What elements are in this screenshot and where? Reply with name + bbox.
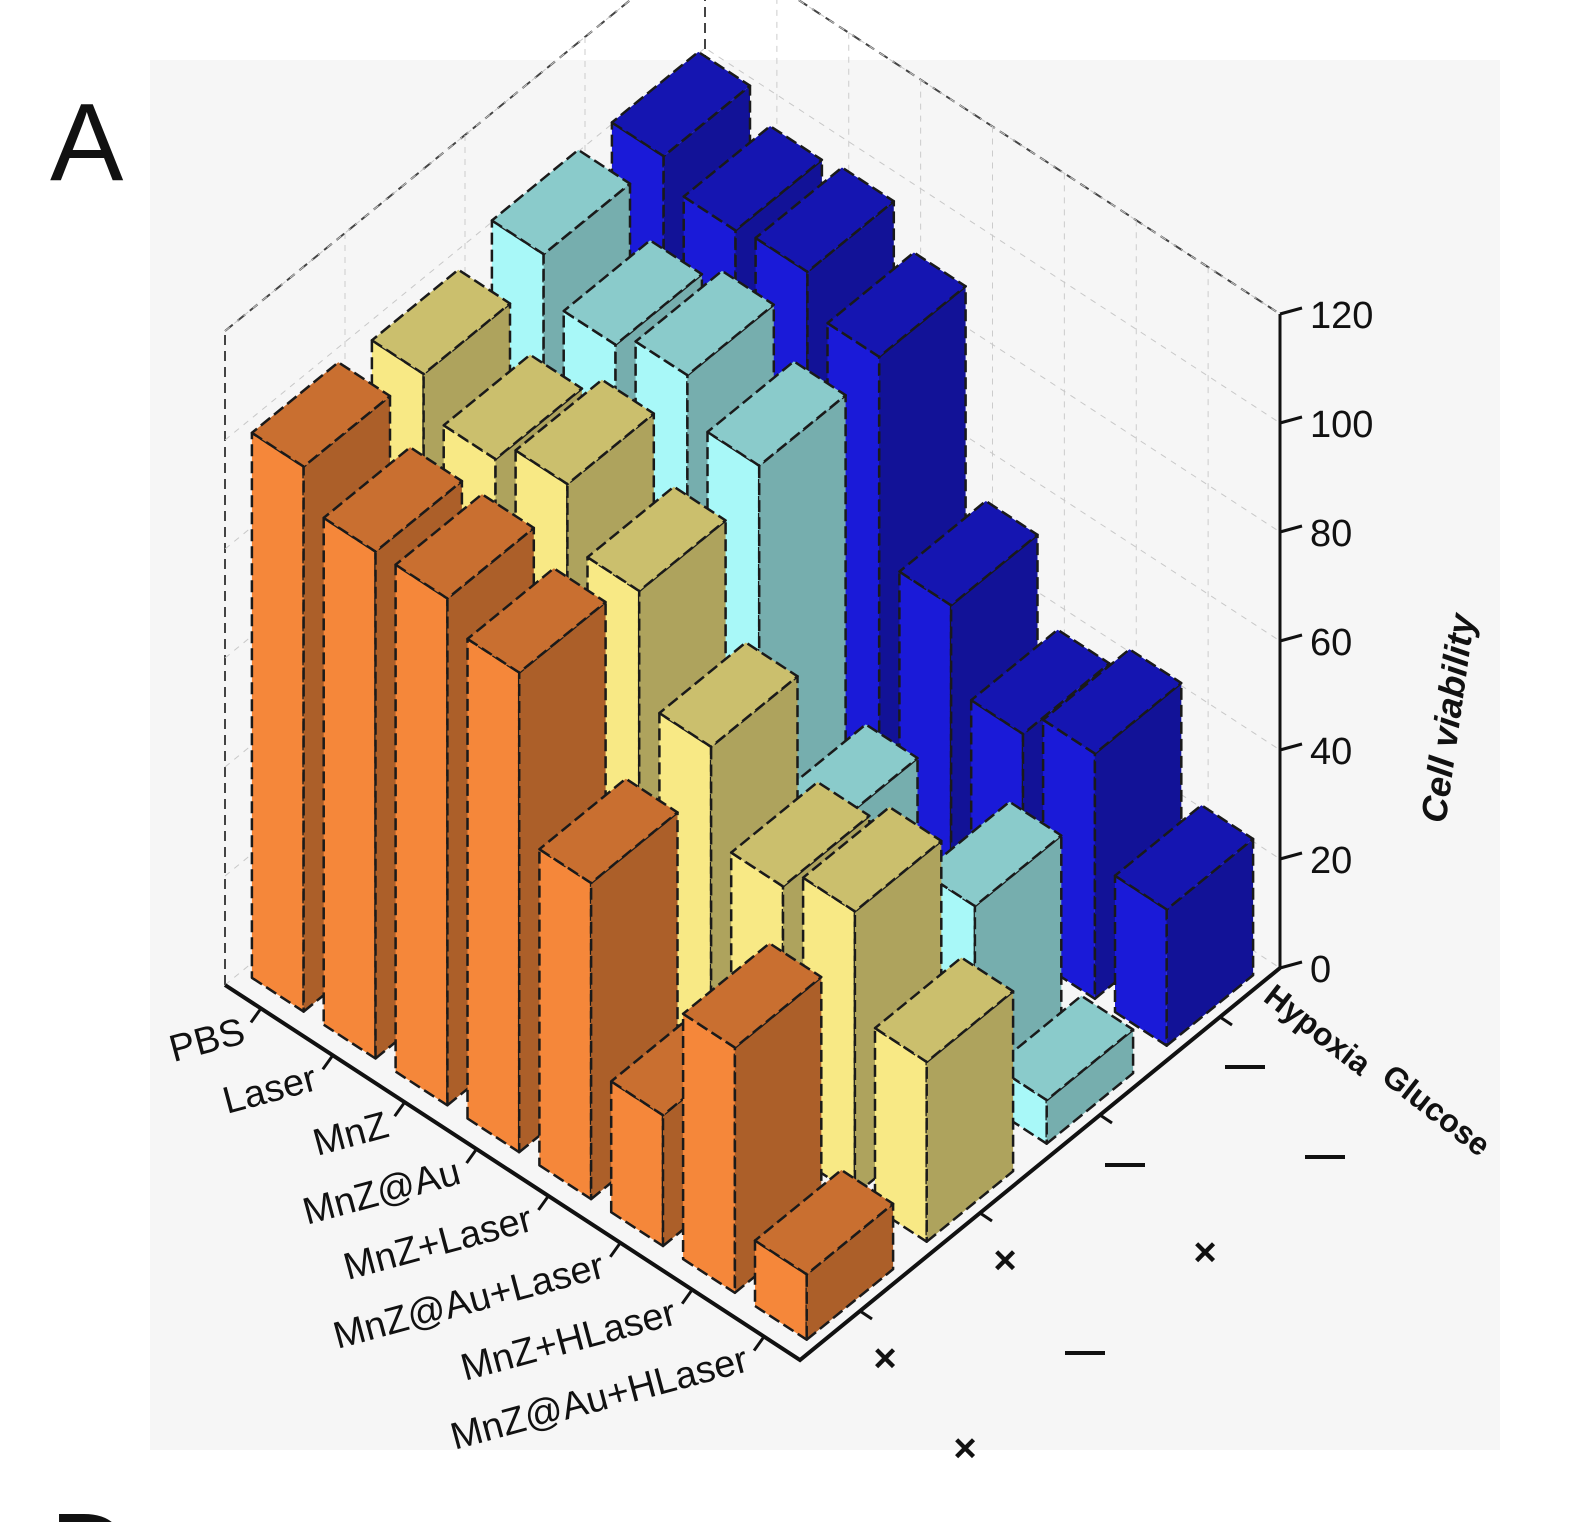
next-panel-label: D [50,1491,129,1522]
y-tick [1279,960,1303,970]
y-tick [1279,742,1303,752]
z-tick-label: × [1193,1231,1216,1275]
bar-top [586,485,727,593]
x-tick [680,1288,694,1305]
y-tick-label: 60 [1310,622,1352,664]
y-tick [1279,633,1303,643]
bar-top [682,124,824,232]
bar-top [921,800,1063,908]
bar-top [490,148,632,256]
bar-front [681,1012,737,1295]
bar-front [250,431,305,1013]
bar-top [442,353,584,461]
y-tick-label: 40 [1310,731,1352,773]
x-tick [752,1335,766,1352]
bar-top [394,492,536,600]
bar-top [370,268,512,376]
z-tick-label: — [1305,1133,1345,1177]
bar-top [538,777,679,885]
x-tick [609,1241,622,1258]
z-tick-label: × [993,1239,1016,1283]
x-tick [393,1101,406,1118]
y-tick [1279,524,1303,534]
bar-top [754,166,896,274]
bar-top [753,1168,895,1276]
floor-axis [223,966,1282,1363]
bar-top [681,942,823,1049]
x-tick [537,1195,550,1211]
panel-label: A [50,81,124,204]
bar-top [706,360,847,467]
bar-top [562,239,704,346]
bar-top [898,499,1039,607]
y-tick-label: 80 [1310,513,1352,555]
z-tick [1099,1113,1113,1125]
bar-front [322,516,377,1060]
y-tick-label: 0 [1310,949,1331,991]
z-tick-label: — [1065,1329,1105,1373]
z-tick-label: × [953,1427,976,1471]
bar-front [394,563,449,1107]
y-tick-label: 100 [1310,404,1373,446]
z-tick [979,1211,993,1223]
y-tick [1279,851,1303,861]
bar-top [873,956,1015,1064]
y-tick [1279,415,1303,425]
z-tick [1219,1015,1233,1027]
bar-top [969,628,1111,736]
x-tick [321,1054,335,1071]
bar-top [466,567,607,674]
bar-top [658,641,799,749]
y-tick-label: 20 [1310,840,1352,882]
z-tick [859,1309,873,1321]
y-tick [1279,306,1303,316]
bar-top [250,361,392,468]
bar-top [610,50,752,158]
y-tick-label: 120 [1310,295,1373,337]
z-tick-label: × [873,1337,896,1381]
z-tick-label: — [1105,1141,1145,1185]
bar-front [466,637,521,1154]
x-tick [249,1007,263,1024]
bar-top [1113,803,1255,911]
grid-line [224,47,1281,441]
bar-top [993,994,1135,1102]
x-tick [465,1148,478,1164]
bar-top [514,378,656,486]
bar-top [322,446,464,553]
grid-line [224,0,1281,332]
bar-top [729,780,871,888]
bar-top [634,269,776,377]
bar-top [801,805,943,913]
bar-top [826,251,967,359]
bar-top [1041,648,1183,755]
bar-front [538,847,593,1201]
z-tick-label: — [1225,1043,1265,1087]
